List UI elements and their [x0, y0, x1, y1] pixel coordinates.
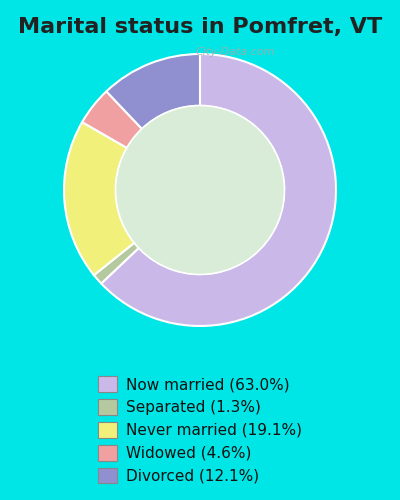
- Text: Marital status in Pomfret, VT: Marital status in Pomfret, VT: [18, 18, 382, 38]
- Wedge shape: [101, 54, 336, 326]
- Wedge shape: [64, 122, 134, 275]
- Legend: Now married (63.0%), Separated (1.3%), Never married (19.1%), Widowed (4.6%), Di: Now married (63.0%), Separated (1.3%), N…: [91, 368, 309, 492]
- Text: City-Data.com: City-Data.com: [195, 47, 275, 57]
- Wedge shape: [106, 54, 200, 129]
- Wedge shape: [94, 243, 139, 284]
- Circle shape: [116, 106, 284, 274]
- Wedge shape: [82, 92, 142, 148]
